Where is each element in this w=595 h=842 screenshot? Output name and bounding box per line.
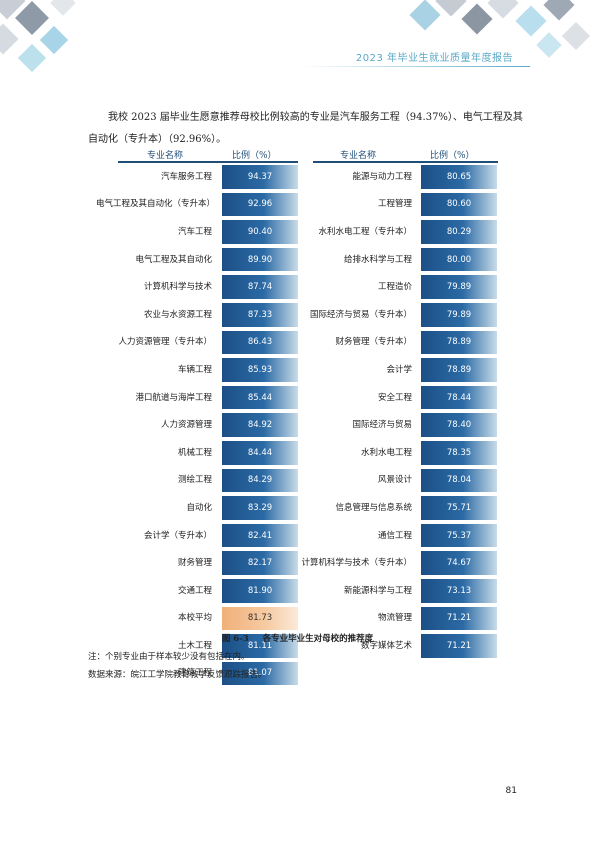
major-name: 港口航道与海岸工程 xyxy=(135,392,212,403)
value-cell: 78.04 xyxy=(421,468,497,493)
value-cell: 83.29 xyxy=(222,496,298,520)
value-cell: 87.33 xyxy=(222,302,298,327)
value-cell: 86.43 xyxy=(222,330,298,355)
intro-paragraph: 我校 2023 届毕业生愿意推荐母校比例较高的专业是汽车服务工程（94.37%）… xyxy=(88,112,523,145)
major-name: 车辆工程 xyxy=(177,364,212,375)
major-name: 水利水电工程（专升本） xyxy=(318,226,412,237)
major-name: 新能源科学与工程 xyxy=(343,585,412,596)
value-cell: 82.17 xyxy=(222,551,298,575)
major-name: 交通工程 xyxy=(177,585,212,596)
major-name: 会计学（专升本） xyxy=(143,530,212,541)
major-name: 汽车工程 xyxy=(177,226,212,237)
value-cell: 84.29 xyxy=(222,468,298,493)
value-cell: 80.00 xyxy=(421,247,497,272)
left-value-header: 比例（%） xyxy=(232,151,277,161)
value-cell: 73.13 xyxy=(421,578,497,603)
major-name: 工程管理 xyxy=(377,199,412,210)
figure-caption: 图 6-3 各专业毕业生对母校的推荐度 xyxy=(0,632,595,644)
major-name: 能源与动力工程 xyxy=(352,171,412,182)
major-name: 土木工程 xyxy=(177,640,212,651)
value-cell: 81.07 xyxy=(222,661,298,686)
value-cell: 85.93 xyxy=(222,358,298,382)
major-name: 计算机科学与技术（专升本） xyxy=(301,558,412,569)
value-cell: 85.44 xyxy=(222,385,298,410)
major-name: 信息管理与信息系统 xyxy=(335,502,412,513)
value-cell: 80.29 xyxy=(421,220,497,244)
major-name: 人力资源管理（专升本） xyxy=(118,337,212,348)
major-name: 水利水电工程 xyxy=(360,447,412,458)
major-name: 建筑工程 xyxy=(177,668,212,679)
value-cell: 75.71 xyxy=(421,496,497,520)
running-header-rule xyxy=(300,66,530,67)
major-name: 自动化 xyxy=(186,502,212,513)
value-cell: 84.44 xyxy=(222,440,298,465)
major-name: 数字媒体艺术 xyxy=(360,640,412,651)
major-name: 人力资源管理 xyxy=(160,420,212,431)
right-header-rule xyxy=(313,161,498,163)
right-name-header: 专业名称 xyxy=(340,151,377,161)
value-cell: 89.90 xyxy=(222,247,298,272)
major-name: 国际经济与贸易 xyxy=(352,420,412,431)
page-number: 81 xyxy=(505,786,517,796)
value-cell: 78.89 xyxy=(421,358,497,382)
major-name: 会计学 xyxy=(386,364,412,375)
value-cell: 94.37 xyxy=(222,165,298,189)
value-cell: 90.40 xyxy=(222,220,298,244)
value-cell: 80.60 xyxy=(421,192,497,217)
major-name: 给排水科学与工程 xyxy=(343,254,412,265)
value-cell: 81.90 xyxy=(222,578,298,603)
left-name-header: 专业名称 xyxy=(147,151,184,161)
value-cell: 71.21 xyxy=(421,606,497,631)
right-value-header: 比例（%） xyxy=(430,151,475,161)
figure-title: 各专业毕业生对母校的推荐度 xyxy=(262,634,374,644)
major-name: 机械工程 xyxy=(177,447,212,458)
major-name: 农业与水资源工程 xyxy=(143,309,212,320)
value-cell: 75.37 xyxy=(421,523,497,548)
value-cell: 78.44 xyxy=(421,385,497,410)
major-name: 本校平均 xyxy=(177,613,212,624)
major-name: 风景设计 xyxy=(377,475,412,486)
major-name: 汽车服务工程 xyxy=(160,171,212,182)
running-header-title: 2023 年毕业生就业质量年度报告 xyxy=(355,53,513,64)
value-cell: 78.35 xyxy=(421,440,497,465)
major-name: 电气工程及其自动化 xyxy=(135,254,212,265)
value-cell: 80.65 xyxy=(421,165,497,189)
major-name: 财务管理 xyxy=(177,558,212,569)
major-name: 通信工程 xyxy=(377,530,412,541)
major-name: 电气工程及其自动化（专升本） xyxy=(96,199,216,210)
value-cell: 82.41 xyxy=(222,523,298,548)
value-cell: 87.74 xyxy=(222,275,298,299)
note-sample: 注：个别专业由于样本较少没有包括在内。 xyxy=(88,652,250,662)
note-source: 数据来源：皖江工学院教育教学反馈跟踪报告。 xyxy=(88,670,267,680)
value-cell: 71.21 xyxy=(421,634,497,658)
value-cell: 84.92 xyxy=(222,413,298,437)
major-name: 安全工程 xyxy=(377,392,412,403)
major-name: 物流管理 xyxy=(377,613,412,624)
major-name: 财务管理（专升本） xyxy=(335,337,412,348)
value-cell: 79.89 xyxy=(421,275,497,299)
average-value-cell: 81.73 xyxy=(222,606,298,631)
value-cell: 74.67 xyxy=(421,551,497,575)
major-name: 国际经济与贸易（专升本） xyxy=(309,309,412,320)
value-cell: 78.89 xyxy=(421,330,497,355)
left-header-rule xyxy=(118,161,298,163)
major-name: 测绘工程 xyxy=(177,475,212,486)
value-cell: 79.89 xyxy=(421,302,497,327)
major-name: 工程造价 xyxy=(377,282,412,293)
major-name: 计算机科学与技术 xyxy=(143,282,212,293)
value-cell: 92.96 xyxy=(222,192,298,217)
value-cell: 81.11 xyxy=(222,634,298,658)
value-cell: 78.40 xyxy=(421,413,497,437)
figure-number: 图 6-3 xyxy=(221,634,249,644)
